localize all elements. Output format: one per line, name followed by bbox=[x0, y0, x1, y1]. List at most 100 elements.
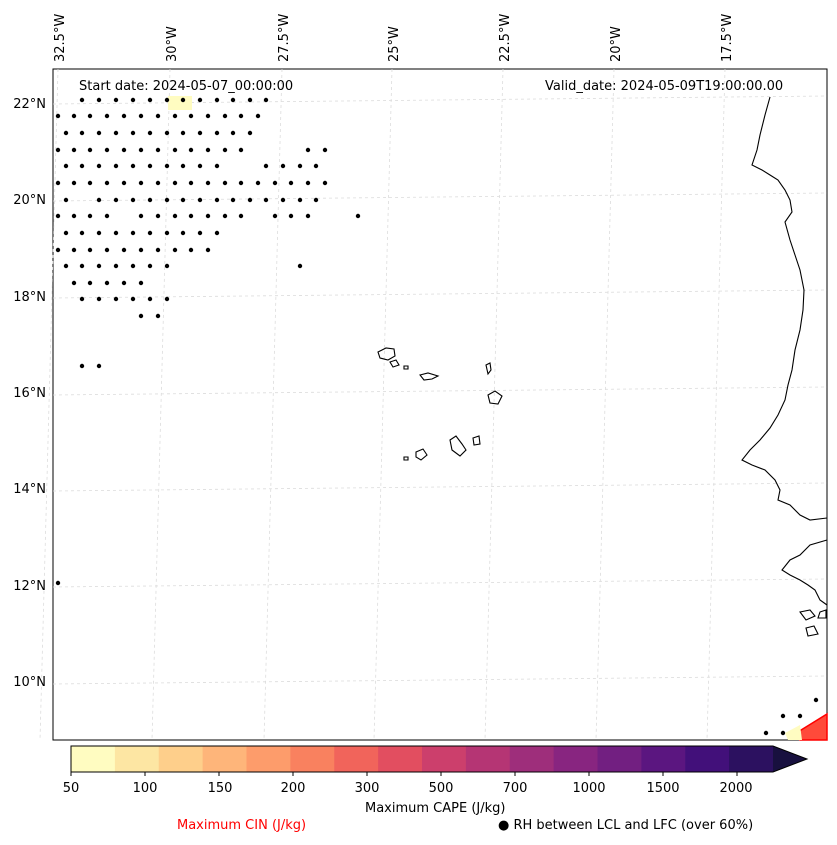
rh-dot bbox=[147, 130, 153, 136]
rh-dot bbox=[297, 263, 303, 269]
colorbar-segment bbox=[246, 746, 291, 772]
rh-dot bbox=[113, 263, 119, 269]
start-date-label: Start date: 2024-05-07_00:00:00 bbox=[79, 79, 294, 94]
rh-dot bbox=[205, 213, 211, 219]
island-brava bbox=[403, 456, 409, 461]
rh-dot bbox=[87, 113, 93, 119]
colorbar-segment bbox=[378, 746, 423, 772]
rh-dot bbox=[214, 130, 220, 136]
rh-dot bbox=[87, 180, 93, 186]
colorbar-segment bbox=[465, 746, 511, 772]
rh-dot bbox=[297, 163, 303, 169]
colorbar-segment bbox=[290, 746, 335, 772]
rh-dot bbox=[79, 97, 85, 103]
rh-dot bbox=[188, 113, 194, 119]
island-santiago bbox=[449, 435, 467, 457]
colorbar-segment bbox=[685, 746, 730, 772]
rh-dot bbox=[113, 296, 119, 302]
rh-dot bbox=[263, 97, 269, 103]
rh-dot bbox=[172, 247, 178, 253]
rh-dot bbox=[780, 713, 786, 719]
lon-label: 32.5°W bbox=[53, 13, 68, 62]
rh-dot bbox=[763, 730, 769, 736]
colorbar bbox=[70, 745, 809, 776]
rh-dot bbox=[180, 163, 186, 169]
rh-dot bbox=[197, 197, 203, 203]
rh-dot bbox=[121, 147, 127, 153]
graticule bbox=[39, 68, 828, 741]
rh-dot bbox=[188, 147, 194, 153]
rh-dot bbox=[180, 130, 186, 136]
rh-dot bbox=[79, 163, 85, 169]
colorbar-segment bbox=[114, 746, 160, 772]
colorbar-title: Maximum CAPE (J/kg) bbox=[365, 801, 506, 816]
rh-dot bbox=[288, 180, 294, 186]
rh-dot bbox=[263, 163, 269, 169]
lon-label: 30°W bbox=[165, 26, 180, 62]
rh-dot bbox=[247, 130, 253, 136]
lat-label: 20°N bbox=[13, 193, 46, 208]
colorbar-segment bbox=[158, 746, 204, 772]
rh-dot bbox=[205, 147, 211, 153]
rh-dot bbox=[155, 313, 161, 319]
rh-dot bbox=[238, 147, 244, 153]
rh-dot bbox=[155, 247, 161, 253]
rh-dot bbox=[164, 263, 170, 269]
rh-dot bbox=[355, 213, 361, 219]
rh-dot bbox=[164, 97, 170, 103]
colorbar-extend-arrow bbox=[773, 746, 807, 772]
rh-dot bbox=[87, 147, 93, 153]
lat-label: 18°N bbox=[13, 290, 46, 305]
rh-dot bbox=[104, 113, 110, 119]
rh-dot bbox=[63, 197, 69, 203]
rh-dot bbox=[55, 180, 61, 186]
rh-dot bbox=[263, 197, 269, 203]
rh-dot bbox=[247, 97, 253, 103]
rh-dot bbox=[138, 213, 144, 219]
rh-dot bbox=[121, 280, 127, 286]
rh-dot bbox=[322, 147, 328, 153]
colorbar-tick: 2000 bbox=[719, 781, 753, 796]
lat-label: 16°N bbox=[13, 386, 46, 401]
island-sao-vicente bbox=[389, 359, 400, 368]
lat-label: 22°N bbox=[13, 97, 46, 112]
meridian-line bbox=[706, 68, 726, 741]
rh-dot bbox=[104, 280, 110, 286]
island-maio bbox=[472, 435, 481, 446]
colorbar-tick: 500 bbox=[428, 781, 454, 796]
rh-dot bbox=[63, 263, 69, 269]
rh-dot bbox=[104, 180, 110, 186]
rh-dot bbox=[130, 263, 136, 269]
rh-dot bbox=[130, 197, 136, 203]
rh-dot bbox=[79, 230, 85, 236]
rh-dot bbox=[313, 163, 319, 169]
lat-label: 14°N bbox=[13, 482, 46, 497]
rh-dot bbox=[96, 130, 102, 136]
rh-dot bbox=[55, 147, 61, 153]
rh-dot bbox=[138, 280, 144, 286]
colorbar-tick: 50 bbox=[62, 781, 80, 796]
rh-dot bbox=[280, 197, 286, 203]
colorbar-outline bbox=[70, 745, 809, 773]
meridian-line bbox=[151, 68, 171, 741]
colorbar-segment bbox=[729, 746, 774, 772]
rh-dot bbox=[172, 113, 178, 119]
rh-dot bbox=[164, 197, 170, 203]
colorbar-segment bbox=[334, 746, 379, 772]
rh-dot bbox=[214, 97, 220, 103]
rh-dot bbox=[164, 163, 170, 169]
meridian-line bbox=[263, 68, 283, 741]
rh-dot bbox=[205, 180, 211, 186]
rh-dot bbox=[104, 247, 110, 253]
rh-dot bbox=[155, 113, 161, 119]
colorbar-segment bbox=[422, 746, 467, 772]
rh-dot bbox=[197, 230, 203, 236]
rh-dot bbox=[197, 163, 203, 169]
rh-legend: ● RH between LCL and LFC (over 60%) bbox=[498, 818, 753, 833]
rh-dot bbox=[113, 197, 119, 203]
rh-dot-layer bbox=[55, 97, 819, 736]
cape-shading bbox=[168, 96, 192, 110]
rh-dot bbox=[147, 97, 153, 103]
rh-dot bbox=[272, 180, 278, 186]
rh-dot bbox=[121, 113, 127, 119]
